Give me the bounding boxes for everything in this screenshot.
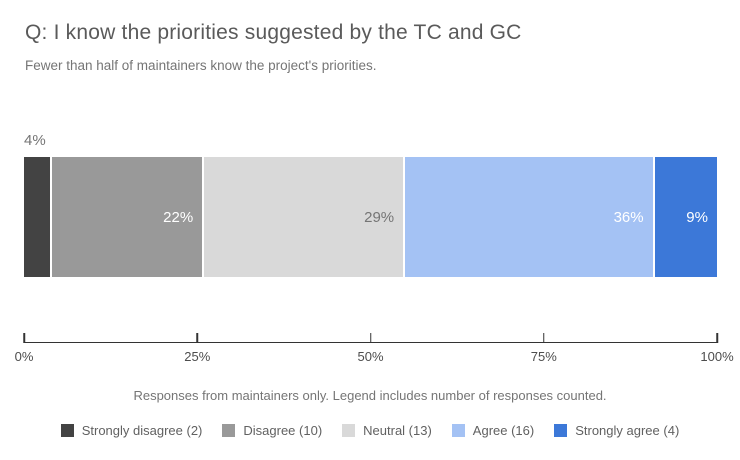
x-axis-tick-label: 50% [357, 349, 384, 364]
x-axis-tick [369, 333, 372, 343]
legend-label: Strongly disagree (2) [81, 423, 203, 438]
legend-item-agree[interactable]: Agree (16) [451, 423, 535, 438]
stacked-bar: 22% 29% 36% 9% [24, 157, 717, 277]
segment-value-label: 22% [163, 208, 194, 226]
legend-swatch [554, 424, 568, 437]
segment-value-label: 9% [686, 208, 708, 226]
legend-label: Neutral (13) [363, 423, 432, 438]
legend-swatch [342, 424, 356, 437]
x-axis-tick-label: 100% [700, 349, 734, 364]
bar-segment-strongly-disagree[interactable] [24, 157, 52, 277]
chart-subtitle: Fewer than half of maintainers know the … [25, 58, 377, 73]
chart-caption: Responses from maintainers only. Legend … [133, 388, 607, 403]
bar-segment-agree[interactable]: 36% [405, 157, 655, 277]
legend-swatch [451, 424, 465, 437]
x-axis-tick-label: 75% [530, 349, 557, 364]
x-axis-tick-label: 0% [14, 349, 34, 364]
legend-label: Strongly agree (4) [575, 423, 680, 438]
legend-swatch [222, 424, 236, 437]
segment-value-label: 29% [364, 208, 395, 226]
bar-segment-neutral[interactable]: 29% [204, 157, 406, 277]
x-axis-tick [23, 333, 25, 343]
legend-swatch [60, 424, 74, 437]
bar-segment-disagree[interactable]: 22% [51, 157, 205, 277]
x-axis: 0% 25% 50% 75% 100% [15, 333, 734, 364]
segment-value-label: 36% [613, 208, 644, 226]
segment-value-label-outside: 4% [24, 132, 46, 149]
x-axis-tick [196, 333, 198, 343]
legend: Strongly disagree (2) Disagree (10) Neutra… [0, 423, 740, 438]
legend-item-disagree[interactable]: Disagree (10) [222, 423, 322, 438]
legend-item-neutral[interactable]: Neutral (13) [342, 423, 432, 438]
x-axis-tick-label: 25% [184, 349, 211, 364]
x-axis-tick [543, 333, 545, 343]
legend-item-strongly-disagree[interactable]: Strongly disagree (2) [60, 423, 203, 438]
legend-label: Disagree (10) [243, 423, 323, 438]
chart-title: Q: I know the priorities suggested by th… [25, 21, 522, 44]
legend-label: Agree (16) [472, 423, 535, 438]
legend-item-strongly-agree[interactable]: Strongly agree (4) [554, 423, 679, 438]
x-axis-tick [716, 333, 718, 343]
bar-segment-strongly-agree[interactable]: 9% [654, 157, 717, 277]
